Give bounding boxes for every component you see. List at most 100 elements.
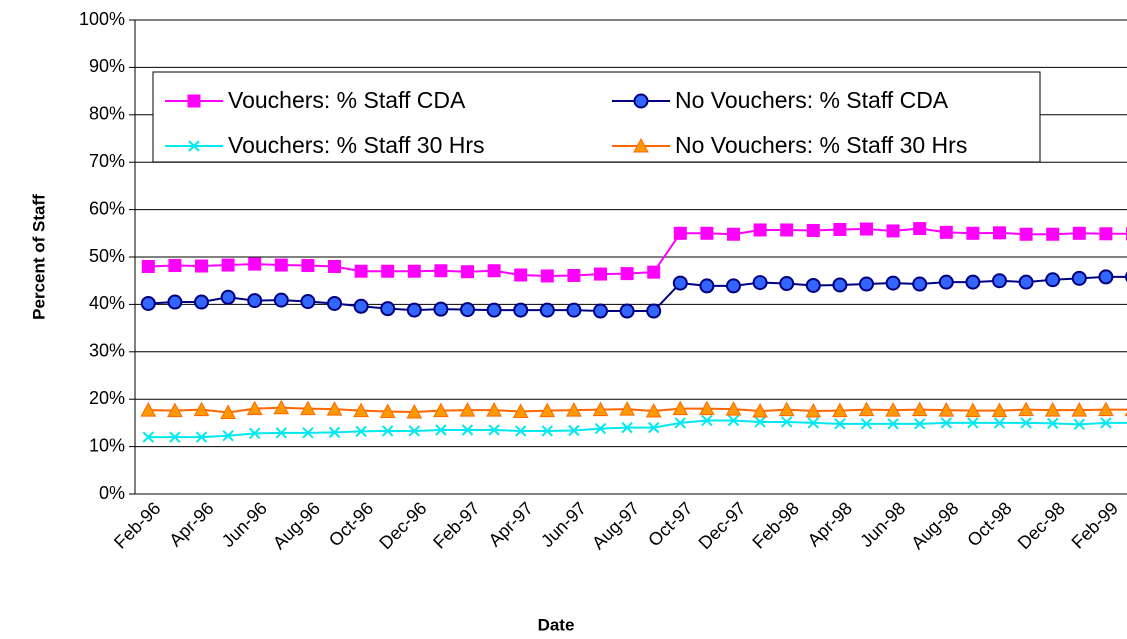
data-point	[274, 258, 288, 272]
data-point	[460, 302, 475, 318]
data-point	[140, 295, 156, 311]
x-tick-label: Aug-96	[269, 498, 324, 553]
data-point	[327, 295, 342, 311]
data-point	[568, 424, 580, 437]
data-point	[805, 402, 822, 418]
data-point	[674, 417, 687, 429]
data-point	[461, 424, 474, 436]
data-point	[487, 264, 501, 278]
data-point	[194, 294, 209, 310]
data-point	[1046, 227, 1060, 241]
data-point	[1098, 401, 1114, 417]
series-line	[148, 419, 1127, 439]
data-point	[1072, 226, 1086, 240]
legend-marker	[188, 140, 200, 152]
x-tick-label: Dec-97	[695, 498, 750, 553]
data-point	[140, 402, 157, 417]
data-point	[993, 226, 1006, 240]
y-tick-label: 100%	[79, 9, 125, 29]
data-point	[247, 293, 263, 309]
y-tick-label: 10%	[89, 435, 125, 455]
data-point	[407, 264, 421, 278]
data-point	[488, 424, 500, 436]
data-point	[860, 222, 873, 236]
data-point	[1045, 272, 1061, 288]
data-point	[885, 275, 901, 291]
legend-label: Vouchers: % Staff CDA	[228, 87, 466, 113]
data-point	[727, 414, 740, 427]
data-point	[913, 222, 927, 236]
data-point	[486, 302, 502, 318]
data-point	[142, 431, 155, 443]
data-point	[273, 292, 289, 308]
legend-label: No Vouchers: % Staff CDA	[675, 87, 949, 113]
y-tick-label: 90%	[89, 56, 125, 76]
data-point	[486, 402, 502, 417]
data-point	[514, 268, 528, 282]
data-point	[406, 302, 422, 318]
data-point	[353, 298, 369, 314]
y-tick-label: 30%	[89, 341, 125, 361]
data-point	[566, 402, 582, 417]
data-point	[459, 402, 476, 417]
data-point	[938, 402, 955, 417]
data-point	[514, 425, 527, 437]
data-point	[752, 402, 768, 418]
data-point	[672, 275, 688, 291]
data-point	[832, 277, 848, 293]
data-point	[1044, 402, 1061, 417]
data-point	[246, 400, 263, 416]
data-point	[939, 225, 953, 239]
x-tick-label: Feb-97	[429, 498, 483, 552]
data-point	[1073, 418, 1086, 431]
data-point	[780, 416, 793, 428]
data-point	[1071, 402, 1088, 417]
data-point	[940, 417, 953, 429]
data-point	[885, 402, 901, 417]
data-point	[859, 276, 874, 292]
data-point	[805, 277, 821, 293]
data-point	[540, 269, 554, 283]
data-point	[620, 267, 634, 281]
data-point	[592, 401, 609, 417]
data-point	[434, 264, 448, 278]
series-line	[148, 406, 1127, 414]
y-tick-label: 60%	[89, 198, 125, 218]
data-point	[967, 417, 979, 429]
data-point	[541, 425, 554, 437]
data-point	[991, 402, 1008, 418]
data-point	[779, 276, 795, 292]
data-point	[141, 259, 155, 273]
data-point	[354, 264, 368, 278]
data-point	[273, 399, 290, 415]
data-point	[193, 401, 210, 417]
data-point	[300, 400, 316, 416]
data-point	[619, 303, 635, 319]
data-point	[353, 402, 369, 418]
x-tick-label: Apr-98	[804, 498, 856, 550]
data-point	[1098, 269, 1114, 285]
data-point	[1046, 417, 1059, 430]
data-point	[461, 265, 474, 279]
legend-marker	[633, 137, 649, 153]
x-tick-label: Dec-98	[1014, 498, 1069, 553]
data-point	[754, 416, 766, 428]
data-point	[912, 276, 928, 292]
data-point	[647, 265, 661, 279]
data-point	[780, 223, 794, 237]
data-point	[672, 400, 689, 416]
data-point	[858, 401, 875, 417]
data-point	[355, 425, 367, 438]
x-tick-label: Aug-97	[588, 498, 643, 553]
data-point	[302, 427, 314, 439]
y-tick-label: 50%	[89, 246, 125, 266]
data-point	[433, 301, 449, 317]
data-point	[379, 403, 396, 419]
data-point	[195, 259, 208, 273]
data-point	[275, 427, 288, 439]
data-point	[778, 401, 795, 417]
y-tick-label: 0%	[99, 483, 125, 503]
y-tick-label: 20%	[89, 388, 125, 408]
data-point	[1018, 401, 1034, 417]
